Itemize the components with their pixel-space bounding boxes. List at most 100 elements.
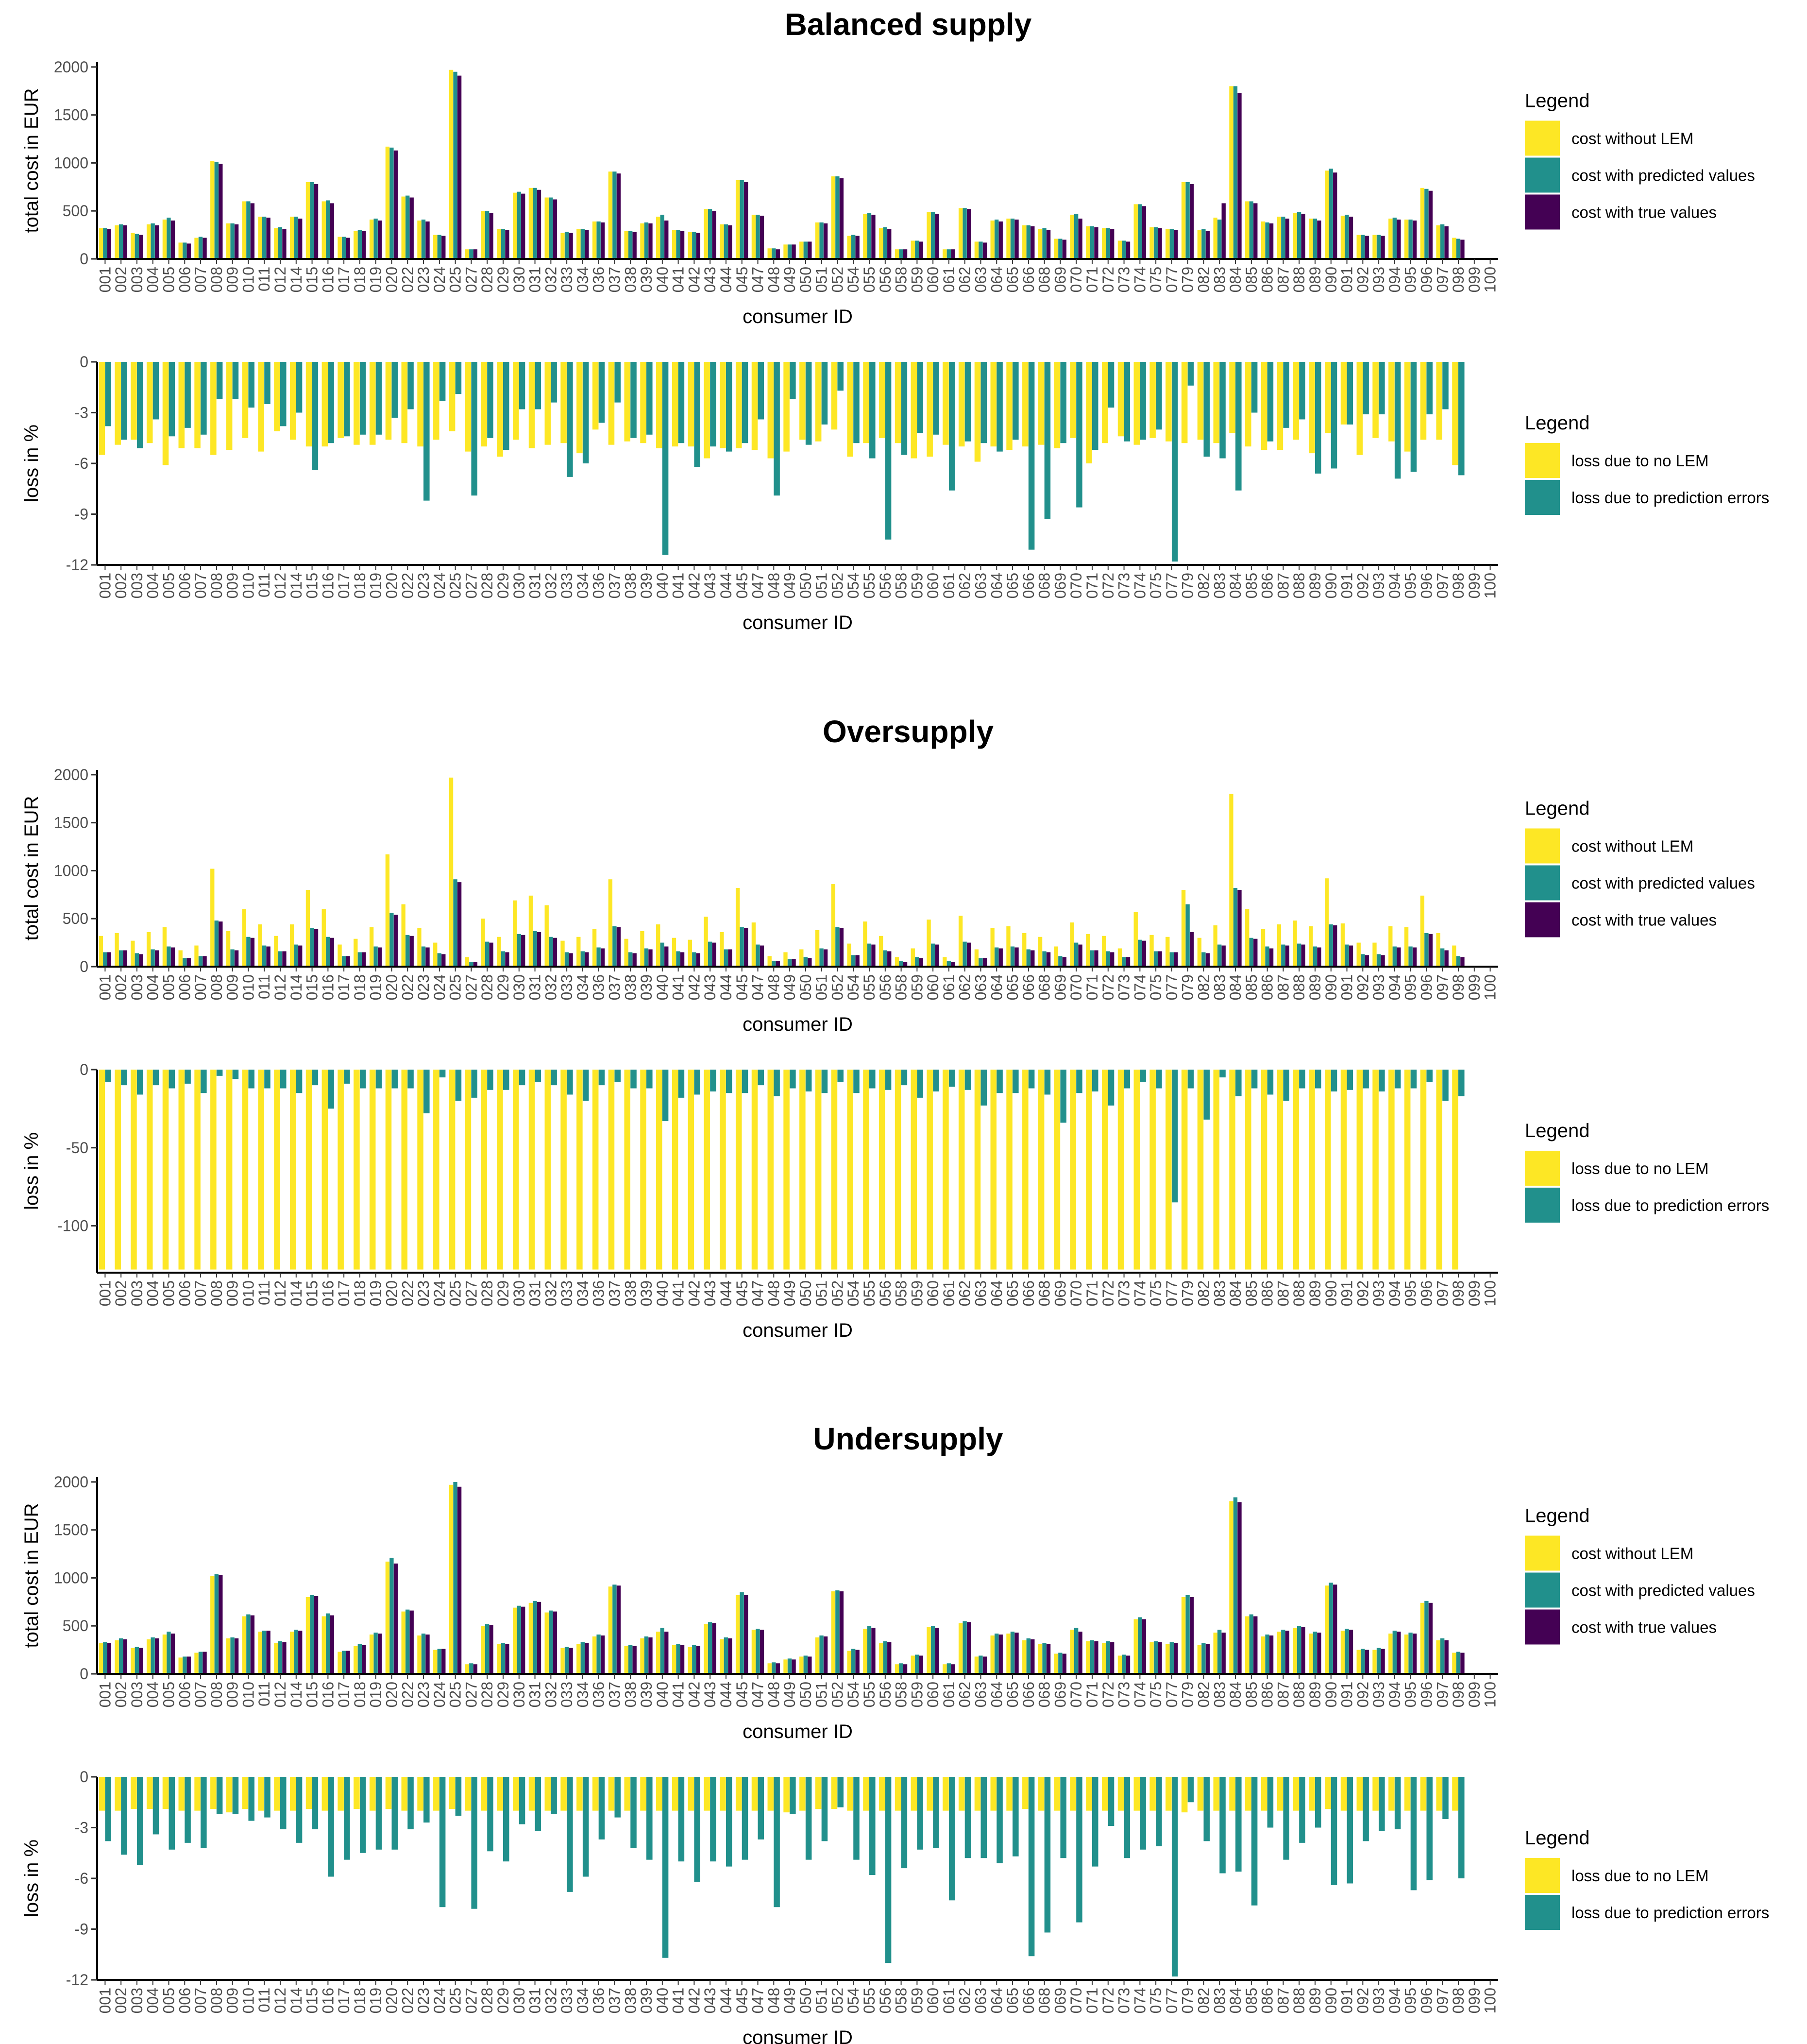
x-tick-label-3-65: 074 [1131, 1280, 1148, 1306]
x-tick-label-1-56: 064 [988, 573, 1005, 598]
bar-5-0-82 [1404, 1777, 1411, 1811]
bar-0-1-83 [1424, 188, 1429, 259]
bar-2-0-3 [146, 932, 151, 967]
bar-5-0-3 [146, 1777, 153, 1809]
legend-swatch-5-1 [1525, 1895, 1560, 1930]
x-tick-label-0-11: 012 [271, 267, 289, 292]
x-tick-label-3-58: 066 [1020, 1280, 1037, 1306]
bar-1-1-37 [694, 362, 700, 467]
legend-label-0-0: cost without LEM [1571, 130, 1693, 148]
bar-3-1-26 [519, 1070, 525, 1086]
bar-0-0-65 [1133, 204, 1138, 259]
chart-panel-2: 0500100015002000001002003004005006007008… [21, 766, 1755, 1035]
bar-2-1-60 [1058, 956, 1063, 967]
bar-4-1-57 [1010, 1632, 1015, 1674]
bar-5-1-77 [1331, 1777, 1337, 1885]
bar-5-1-23 [471, 1777, 477, 1909]
x-tick-label-4-75: 088 [1290, 1682, 1308, 1707]
bar-1-0-54 [958, 362, 965, 447]
bar-2-2-38 [712, 942, 716, 967]
x-tick-label-3-26: 030 [510, 1280, 528, 1306]
x-tick-label-5-40: 045 [733, 1988, 751, 2013]
bar-4-2-28 [553, 1611, 557, 1674]
bar-2-0-12 [290, 924, 294, 967]
bar-5-1-42 [774, 1777, 780, 1908]
bar-4-2-81 [1397, 1632, 1401, 1674]
bar-2-1-40 [740, 927, 744, 967]
bar-2-0-65 [1133, 912, 1138, 967]
bar-0-2-28 [553, 199, 557, 259]
bar-4-1-55 [979, 1655, 983, 1674]
bar-1-1-45 [821, 362, 828, 425]
x-tick-label-4-41: 047 [749, 1682, 767, 1707]
bar-2-0-33 [624, 938, 628, 967]
bar-2-1-65 [1138, 939, 1142, 967]
x-tick-label-3-3: 004 [144, 1280, 162, 1306]
bar-2-2-73 [1269, 948, 1274, 967]
x-tick-label-4-0: 001 [96, 1682, 114, 1707]
x-tick-label-2-81: 094 [1386, 974, 1403, 1000]
bar-1-1-46 [837, 362, 844, 391]
bar-2-0-60 [1054, 946, 1058, 967]
bar-3-1-13 [312, 1070, 319, 1086]
x-tick-label-4-29: 033 [558, 1682, 575, 1707]
x-tick-label-3-81: 094 [1386, 1280, 1403, 1306]
x-tick-label-3-37: 042 [685, 1280, 703, 1306]
bar-0-1-24 [485, 211, 490, 259]
x-tick-label-1-23: 027 [462, 573, 480, 598]
bar-0-2-70 [1221, 203, 1226, 259]
bar-0-1-56 [995, 220, 999, 259]
bar-3-1-38 [710, 1070, 716, 1092]
bar-5-1-30 [582, 1777, 589, 1877]
legend-label-4-0: cost without LEM [1571, 1545, 1693, 1563]
bar-2-1-38 [708, 941, 712, 967]
x-tick-label-1-46: 052 [829, 573, 846, 598]
x-tick-label-5-76: 089 [1306, 1988, 1324, 2013]
bar-5-0-55 [974, 1777, 981, 1811]
bar-4-1-15 [341, 1651, 346, 1674]
bar-0-1-71 [1233, 86, 1238, 259]
bar-2-0-28 [544, 905, 549, 967]
bar-2-1-25 [501, 951, 506, 967]
bar-0-2-38 [712, 211, 716, 259]
bar-0-0-47 [847, 236, 851, 259]
x-tick-label-4-27: 031 [526, 1682, 544, 1707]
bar-0-2-11 [282, 229, 287, 259]
bar-1-0-62 [1086, 362, 1092, 463]
bar-2-2-41 [760, 945, 764, 967]
bar-3-1-41 [758, 1070, 764, 1086]
bar-5-0-73 [1261, 1777, 1267, 1811]
bar-1-1-65 [1140, 362, 1146, 440]
bar-5-0-8 [226, 1777, 233, 1813]
bar-1-1-50 [901, 362, 908, 455]
bar-1-0-37 [688, 362, 694, 447]
bar-2-2-60 [1062, 957, 1067, 967]
x-tick-label-4-3: 004 [144, 1682, 162, 1707]
x-tick-label-1-53: 061 [940, 573, 958, 598]
bar-0-1-55 [979, 241, 983, 259]
bar-2-0-82 [1404, 927, 1409, 967]
bar-3-1-57 [1013, 1070, 1019, 1093]
legend-swatch-2-1 [1525, 865, 1560, 901]
bar-5-0-25 [497, 1777, 503, 1811]
chart-panel-4: 0500100015002000001002003004005006007008… [21, 1473, 1755, 1742]
bar-5-1-50 [901, 1777, 908, 1869]
bar-0-1-7 [214, 162, 219, 259]
x-tick-label-1-41: 047 [749, 573, 767, 598]
x-tick-label-2-45: 051 [813, 974, 830, 1000]
y-axis-title-5: loss in % [21, 1840, 42, 1917]
x-tick-label-5-43: 049 [781, 1988, 798, 2013]
bar-2-0-0 [99, 936, 103, 967]
bar-2-1-49 [883, 950, 887, 967]
x-tick-label-1-83: 096 [1418, 573, 1435, 598]
bar-1-0-74 [1277, 362, 1283, 450]
bar-3-1-55 [980, 1070, 987, 1106]
bar-1-1-58 [1028, 362, 1035, 550]
x-tick-label-5-16: 018 [351, 1988, 369, 2013]
bar-5-1-45 [821, 1777, 828, 1841]
x-tick-label-1-24: 028 [478, 573, 496, 598]
bar-3-1-31 [598, 1070, 605, 1086]
bar-1-1-52 [933, 362, 939, 435]
bar-3-0-24 [481, 1070, 487, 1270]
